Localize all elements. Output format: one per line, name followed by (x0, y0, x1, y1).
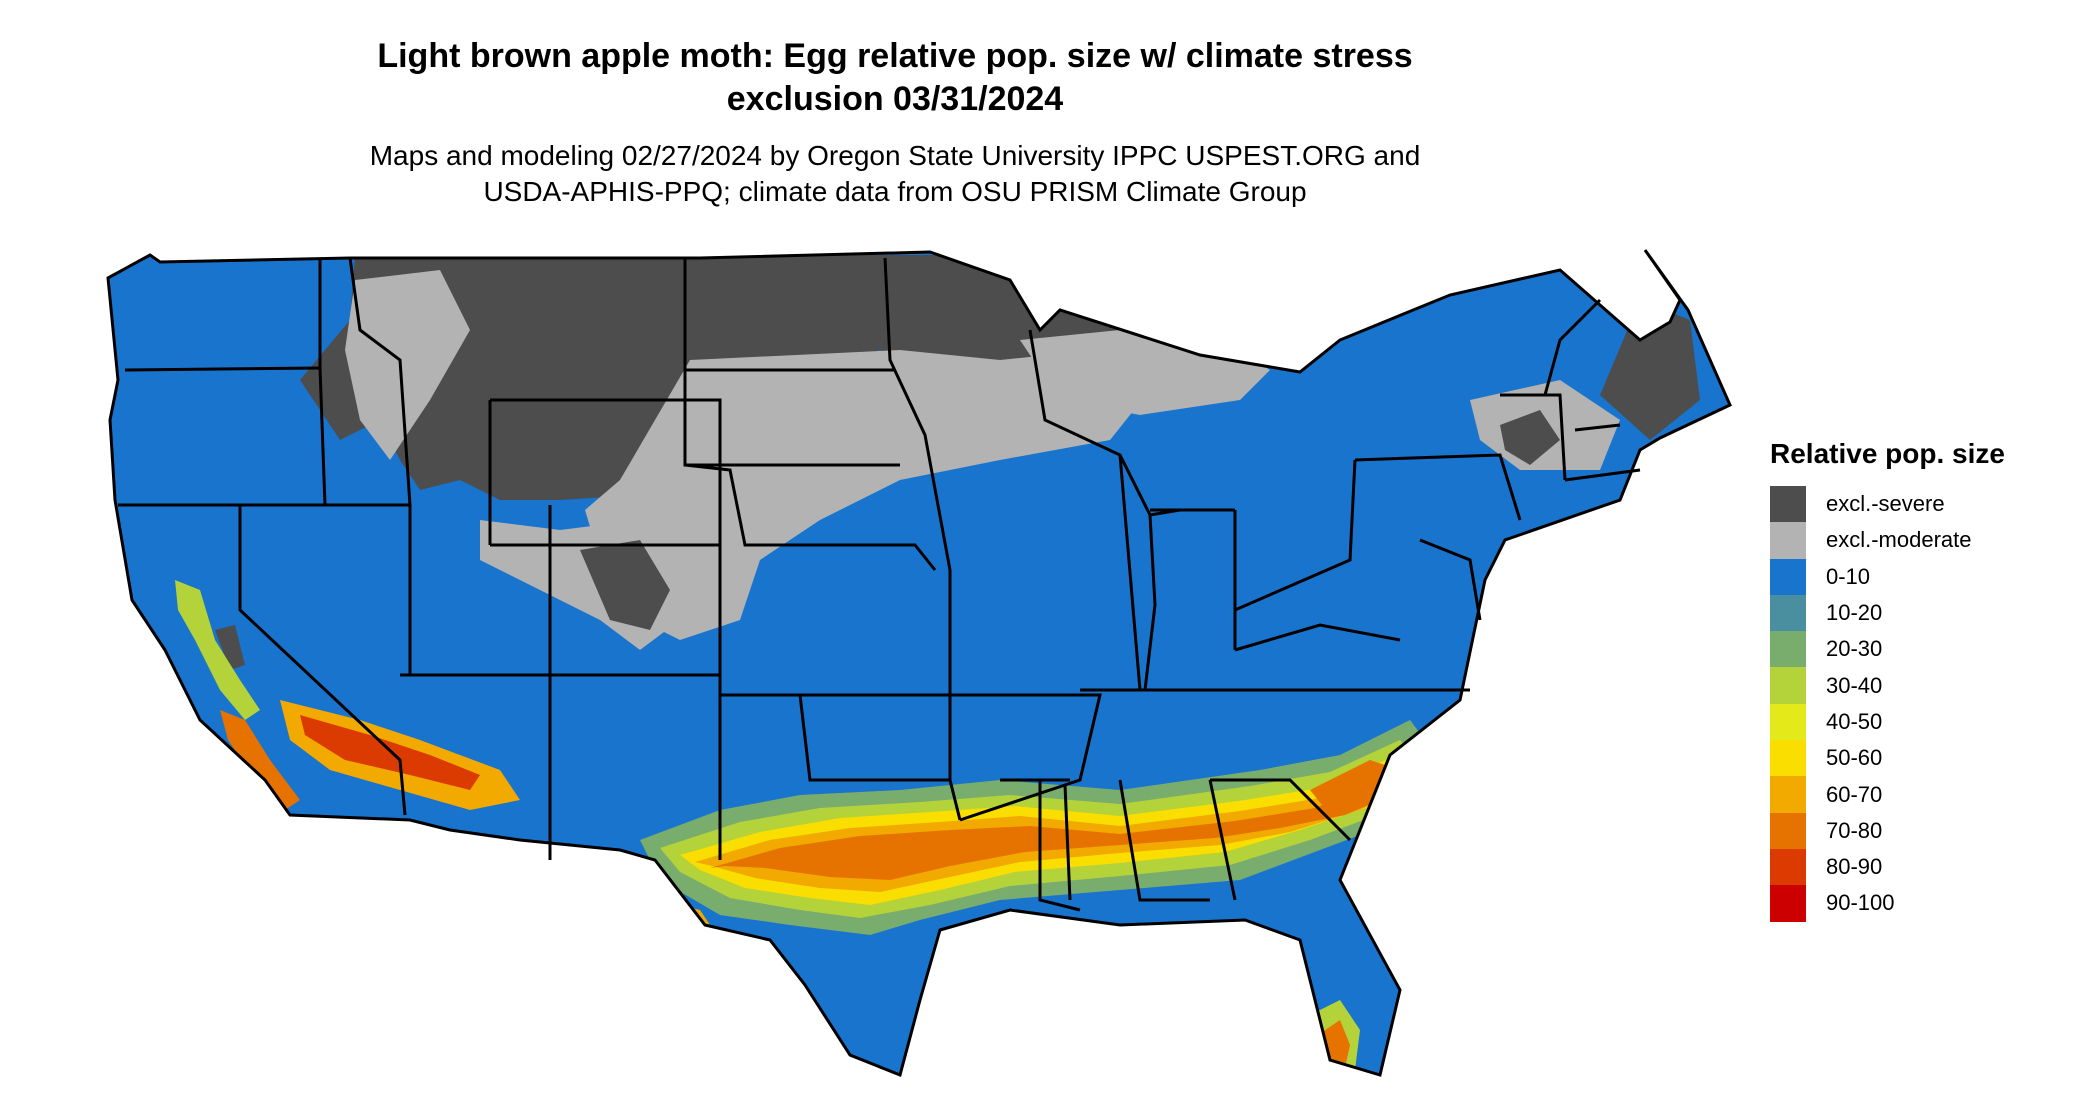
legend-item: 80-90 (1770, 848, 2090, 886)
legend-label: 40-50 (1826, 708, 1883, 734)
map-subtitle-line-1: Maps and modeling 02/27/2024 by Oregon S… (369, 140, 1421, 171)
legend-label: excl.-moderate (1826, 527, 1972, 553)
zone-calif-coast-hot (220, 710, 300, 810)
legend-item: 50-60 (1770, 740, 2090, 777)
legend-label: 70-80 (1826, 817, 1883, 843)
zone-carolina-coast (1310, 760, 1400, 815)
legend-swatch (1770, 740, 1806, 777)
map-title-line-1: Light brown apple moth: Egg relative pop… (377, 37, 1413, 75)
zone-excl-severe-adirondack (1500, 410, 1560, 465)
legend-swatch (1770, 522, 1806, 559)
zone-excl-moderate-plains (585, 350, 1150, 640)
legend-swatch (1770, 812, 1806, 849)
legend: Relative pop. size excl.-severe excl.-mo… (1770, 438, 2090, 922)
zone-excl-severe-sierra (215, 625, 245, 670)
legend-label: 90-100 (1826, 890, 1895, 916)
legend-swatch (1770, 558, 1806, 595)
legend-label: 20-30 (1826, 636, 1883, 662)
legend-item: excl.-moderate (1770, 522, 2090, 559)
legend-label: excl.-severe (1826, 491, 1945, 517)
legend-swatch (1770, 631, 1806, 668)
state-borders (106, 249, 1732, 1078)
map-subtitle-line-2: USDA-APHIS-PPQ; climate data from OSU PR… (483, 176, 1307, 207)
legend-swatch (1770, 594, 1806, 632)
legend-item: 20-30 (1770, 631, 2090, 668)
legend-label: 30-40 (1826, 672, 1883, 698)
zone-excl-moderate-idaho (345, 270, 470, 460)
zone-excl-severe-colorado (580, 540, 670, 630)
zone-south-70-80 (710, 786, 1380, 880)
legend-label: 0-10 (1826, 563, 1871, 589)
zone-calif-valley (175, 580, 260, 720)
map-title-line-2: exclusion 03/31/2024 (726, 80, 1064, 118)
zone-excl-severe-north (300, 255, 1130, 500)
legend-item: 30-40 (1770, 667, 2090, 704)
legend-swatch (1770, 776, 1806, 813)
legend-item: 40-50 (1770, 703, 2090, 741)
legend-label: 60-70 (1826, 781, 1883, 807)
legend-swatch (1770, 848, 1806, 886)
legend-label: 80-90 (1826, 854, 1883, 880)
legend-title: Relative pop. size (1770, 438, 2005, 469)
legend-label: 50-60 (1826, 745, 1883, 771)
legend-item: 10-20 (1770, 594, 2090, 632)
legend-swatch (1770, 667, 1806, 704)
legend-item: 0-10 (1770, 558, 2090, 595)
legend-item: 90-100 (1770, 885, 2090, 922)
legend-swatch (1770, 486, 1806, 523)
legend-swatch (1770, 885, 1806, 922)
zone-excl-severe-maine (1600, 300, 1700, 440)
legend-label: 10-20 (1826, 600, 1883, 626)
legend-item: excl.-severe (1770, 486, 2090, 523)
legend-item: 60-70 (1770, 776, 2090, 813)
legend-swatch (1770, 703, 1806, 741)
legend-item: 70-80 (1770, 812, 2090, 849)
